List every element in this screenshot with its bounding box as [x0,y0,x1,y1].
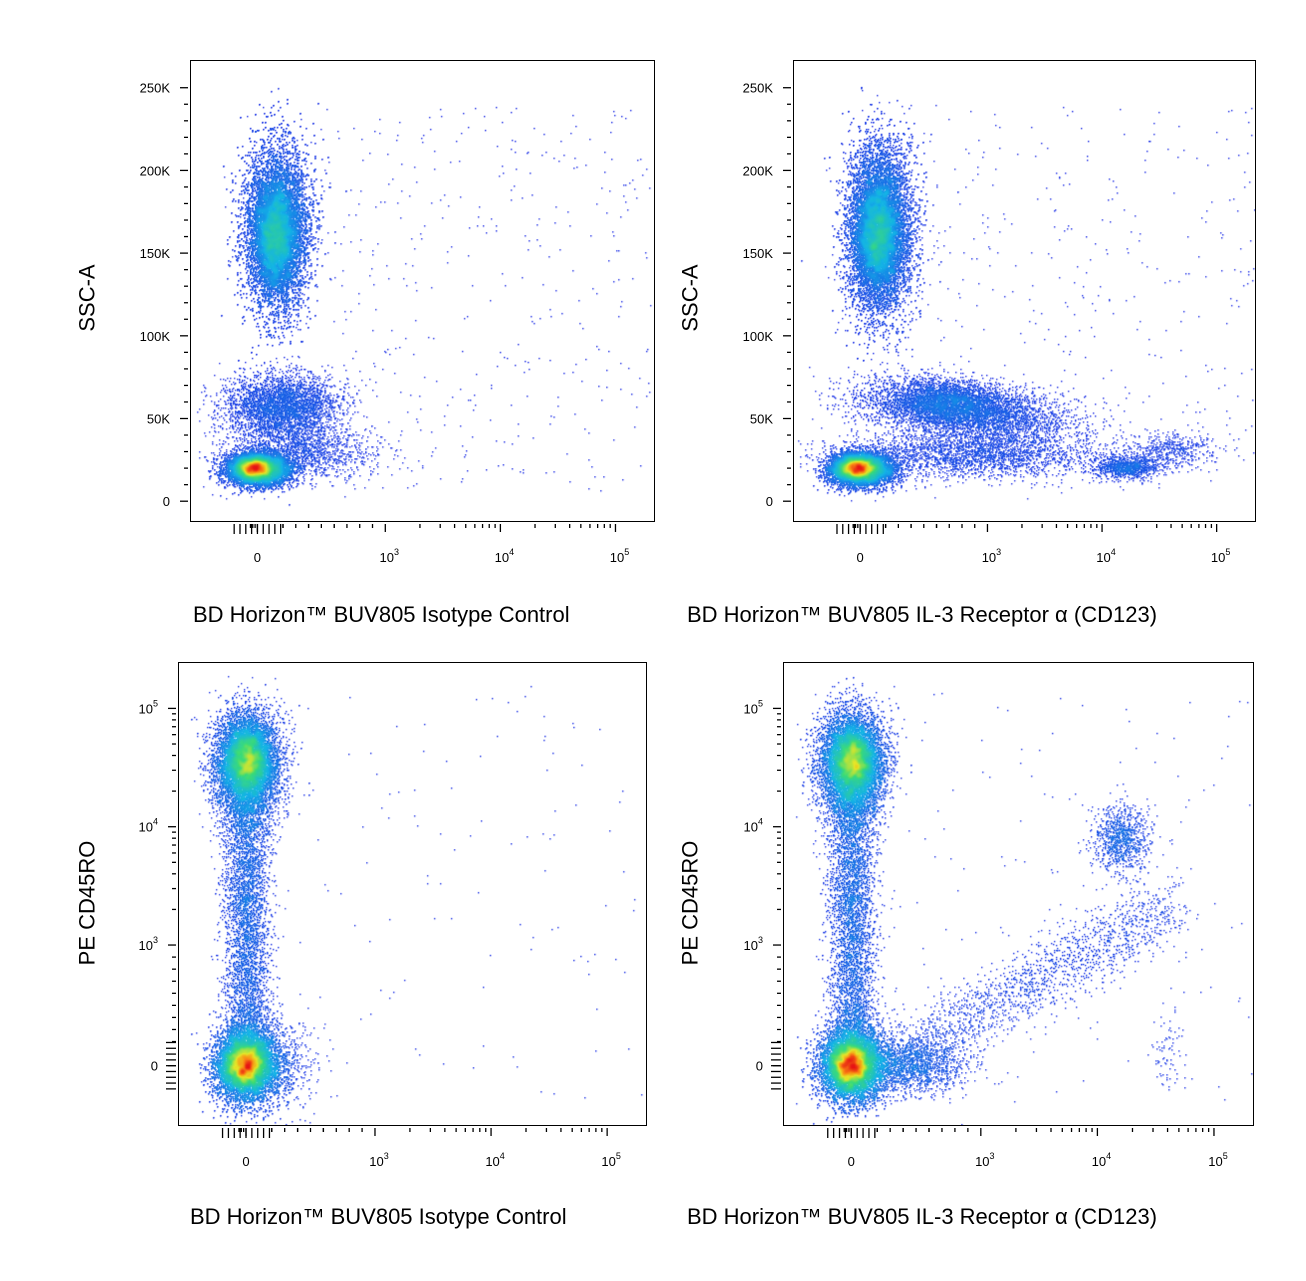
panel-ssc-isotype: SSC-A 0 103 104 105 0 50K 100K 150K 200K 250K BD … [0,0,655,640]
axes: 0 103 104 105 0 50K 100K 150K 200K 250K [140,81,630,565]
x-tick-label: 0 [857,550,864,565]
x-tick-label: 0 [254,550,261,565]
y-tick-label: 50K [750,412,773,427]
axes: 0 103 104 105 0 103 104 105 [139,698,621,1169]
x-tick-label: 0 [848,1154,855,1169]
y-tick-label: 0 [756,1059,763,1074]
y-tick-label: 150K [140,246,171,261]
density-dots [191,61,654,521]
density-dots [794,61,1255,521]
y-tick-label: 250K [743,81,774,96]
panel-ssc-cd123: SSC-A 0 103 104 105 0 50K 100K 150K 200K 250K BD … [653,0,1306,640]
y-tick-label: 150K [743,246,774,261]
y-tick-label: 104 [139,817,158,835]
x-tick-label: 105 [1211,547,1230,565]
x-axis-label: BD Horizon™ BUV805 IL-3 Receptor α (CD12… [687,602,1158,627]
y-tick-label: 100K [743,329,774,344]
x-tick-label: 103 [380,547,399,565]
y-tick-label: 105 [744,698,763,716]
x-tick-label: 103 [975,1151,994,1169]
x-axis-label: BD Horizon™ BUV805 IL-3 Receptor α (CD12… [687,1204,1158,1229]
x-axis-label: BD Horizon™ BUV805 Isotype Control [190,1204,567,1229]
density-dots [784,663,1253,1125]
x-axis-label: BD Horizon™ BUV805 Isotype Control [193,602,570,627]
x-tick-label: 104 [485,1151,504,1169]
plot-area [190,60,655,522]
x-tick-label: 104 [1096,547,1115,565]
y-tick-label: 0 [151,1059,158,1074]
y-tick-label: 250K [140,81,171,96]
y-tick-label: 0 [163,494,170,509]
y-tick-label: 104 [744,817,763,835]
x-tick-label: 104 [495,547,514,565]
axes: 0 103 104 105 0 103 104 105 [744,698,1228,1169]
y-tick-label: 0 [766,494,773,509]
y-tick-label: 103 [744,935,763,953]
x-tick-label: 103 [982,547,1001,565]
x-tick-label: 103 [369,1151,388,1169]
x-tick-label: 105 [610,547,629,565]
plot-area [793,60,1256,522]
plot-area [783,662,1254,1126]
y-tick-label: 200K [140,163,171,178]
x-tick-label: 105 [1208,1151,1227,1169]
y-tick-label: 50K [147,412,170,427]
x-tick-label: 104 [1092,1151,1111,1169]
x-tick-label: 0 [242,1154,249,1169]
axes: 0 103 104 105 0 50K 100K 150K 200K 250K [743,81,1231,565]
density-dots [179,663,646,1125]
panel-cd45ro-cd123: PE CD45RO 0 103 104 105 0 103 104 105 BD Horizo… [653,640,1306,1281]
y-tick-label: 100K [140,329,171,344]
panel-cd45ro-isotype: PE CD45RO 0 103 104 105 0 103 104 105 BD Horizo… [0,640,653,1281]
plot-area [178,662,647,1126]
y-tick-label: 200K [743,163,774,178]
x-tick-label: 105 [601,1151,620,1169]
y-tick-label: 103 [139,935,158,953]
y-tick-label: 105 [139,698,158,716]
